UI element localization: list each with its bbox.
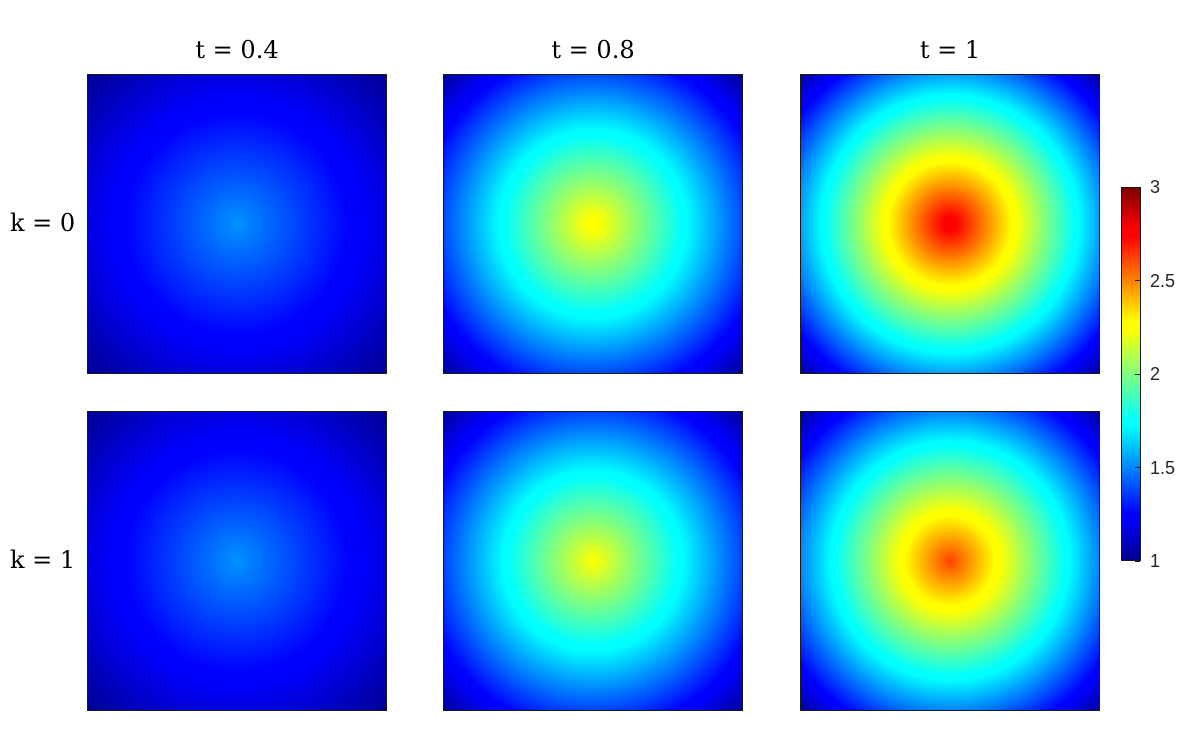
colorbar-tick-label: 3 bbox=[1150, 177, 1161, 197]
colorbar-tick-label: 2 bbox=[1150, 364, 1161, 384]
heatmap-field bbox=[444, 75, 742, 373]
heatmap-field bbox=[444, 412, 742, 710]
heatmap-surface bbox=[444, 412, 742, 710]
colorbar-tick-mark bbox=[1135, 467, 1140, 468]
colorbar-tick-label: 2.5 bbox=[1150, 270, 1176, 291]
colorbar-tick-mark bbox=[1135, 186, 1140, 188]
colorbar-tick-mark bbox=[1135, 280, 1140, 281]
heatmap-field bbox=[88, 412, 386, 710]
row-label-1: k = 0 bbox=[10, 209, 76, 237]
colorbar-tick-mark bbox=[1135, 373, 1140, 375]
heatmap-surface bbox=[444, 75, 742, 373]
col-title-3: t = 1 bbox=[919, 36, 981, 64]
heatmap-panel-k1-t08 bbox=[443, 411, 743, 711]
colorbar-tick-label: 1.5 bbox=[1150, 457, 1176, 478]
heatmap-surface bbox=[88, 75, 386, 373]
row-label-2: k = 1 bbox=[10, 546, 76, 574]
col-title-2: t = 0.8 bbox=[551, 36, 635, 64]
colorbar-tick-label: 1 bbox=[1150, 551, 1161, 571]
heatmap-panel-k0-t1 bbox=[800, 74, 1100, 374]
heatmap-surface bbox=[801, 75, 1099, 373]
heatmap-surface bbox=[801, 412, 1099, 710]
heatmap-field bbox=[801, 412, 1099, 710]
heatmap-field bbox=[88, 75, 386, 373]
heatmap-panel-k1-t1 bbox=[800, 411, 1100, 711]
heatmap-panel-k1-t04 bbox=[87, 411, 387, 711]
colorbar-tick-mark bbox=[1135, 560, 1140, 562]
heatmap-field bbox=[801, 75, 1099, 373]
heatmap-panel-k0-t08 bbox=[443, 74, 743, 374]
heatmap-surface bbox=[88, 412, 386, 710]
col-title-1: t = 0.4 bbox=[195, 36, 279, 64]
heatmap-panel-k0-t04 bbox=[87, 74, 387, 374]
